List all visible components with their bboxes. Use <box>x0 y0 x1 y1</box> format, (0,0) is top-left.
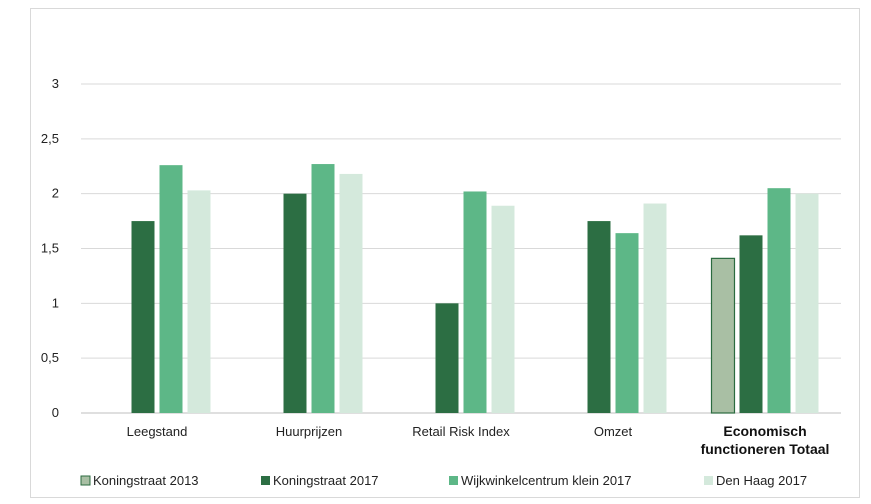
bar-wijkwinkelcentrum-klein-2017 <box>159 165 183 413</box>
x-category-label: Huurprijzen <box>276 424 342 439</box>
bar-den-haag-2017 <box>491 205 515 413</box>
bar-den-haag-2017 <box>643 203 667 413</box>
y-tick-label: 0,5 <box>41 350 59 365</box>
x-category-label: Retail Risk Index <box>412 424 510 439</box>
y-tick-label: 1,5 <box>41 241 59 256</box>
y-tick-label: 3 <box>52 76 59 91</box>
legend-swatch <box>449 476 458 485</box>
bar-koningstraat-2017 <box>587 221 611 413</box>
bar-chart: 0 0,5 1 1,5 2 2,5 3 Leegstand Huurprijzen Retail … <box>41 76 841 488</box>
bar-wijkwinkelcentrum-klein-2017 <box>311 164 335 413</box>
bar-koningstraat-2017 <box>739 235 763 413</box>
chart-frame: 0 0,5 1 1,5 2 2,5 3 Leegstand Huurprijzen Retail … <box>30 8 860 498</box>
bar-wijkwinkelcentrum-klein-2017 <box>463 191 487 413</box>
legend-label: Den Haag 2017 <box>716 473 807 488</box>
bar-wijkwinkelcentrum-klein-2017 <box>615 233 639 413</box>
legend-label: Koningstraat 2017 <box>273 473 379 488</box>
bar-den-haag-2017 <box>339 173 363 413</box>
x-category-label: Omzet <box>594 424 633 439</box>
legend-swatch <box>261 476 270 485</box>
y-tick-label: 2,5 <box>41 131 59 146</box>
y-tick-label: 2 <box>52 186 59 201</box>
x-category-label: functioneren Totaal <box>701 441 830 457</box>
bar-koningstraat-2017 <box>131 221 155 413</box>
bar-den-haag-2017 <box>187 190 211 413</box>
x-category-label: Leegstand <box>127 424 188 439</box>
legend-label: Wijkwinkelcentrum klein 2017 <box>461 473 632 488</box>
bar-koningstraat-2017 <box>435 303 459 413</box>
y-tick-label: 1 <box>52 295 59 310</box>
y-tick-label: 0 <box>52 405 59 420</box>
legend-swatch <box>704 476 713 485</box>
bar-koningstraat-2017 <box>283 193 307 413</box>
bar-wijkwinkelcentrum-klein-2017 <box>767 188 791 413</box>
bar-koningstraat-2013 <box>710 257 736 414</box>
legend-label: Koningstraat 2013 <box>93 473 199 488</box>
bar-den-haag-2017 <box>795 193 819 413</box>
legend-swatch <box>80 475 91 486</box>
x-category-label: Economisch <box>723 423 806 439</box>
